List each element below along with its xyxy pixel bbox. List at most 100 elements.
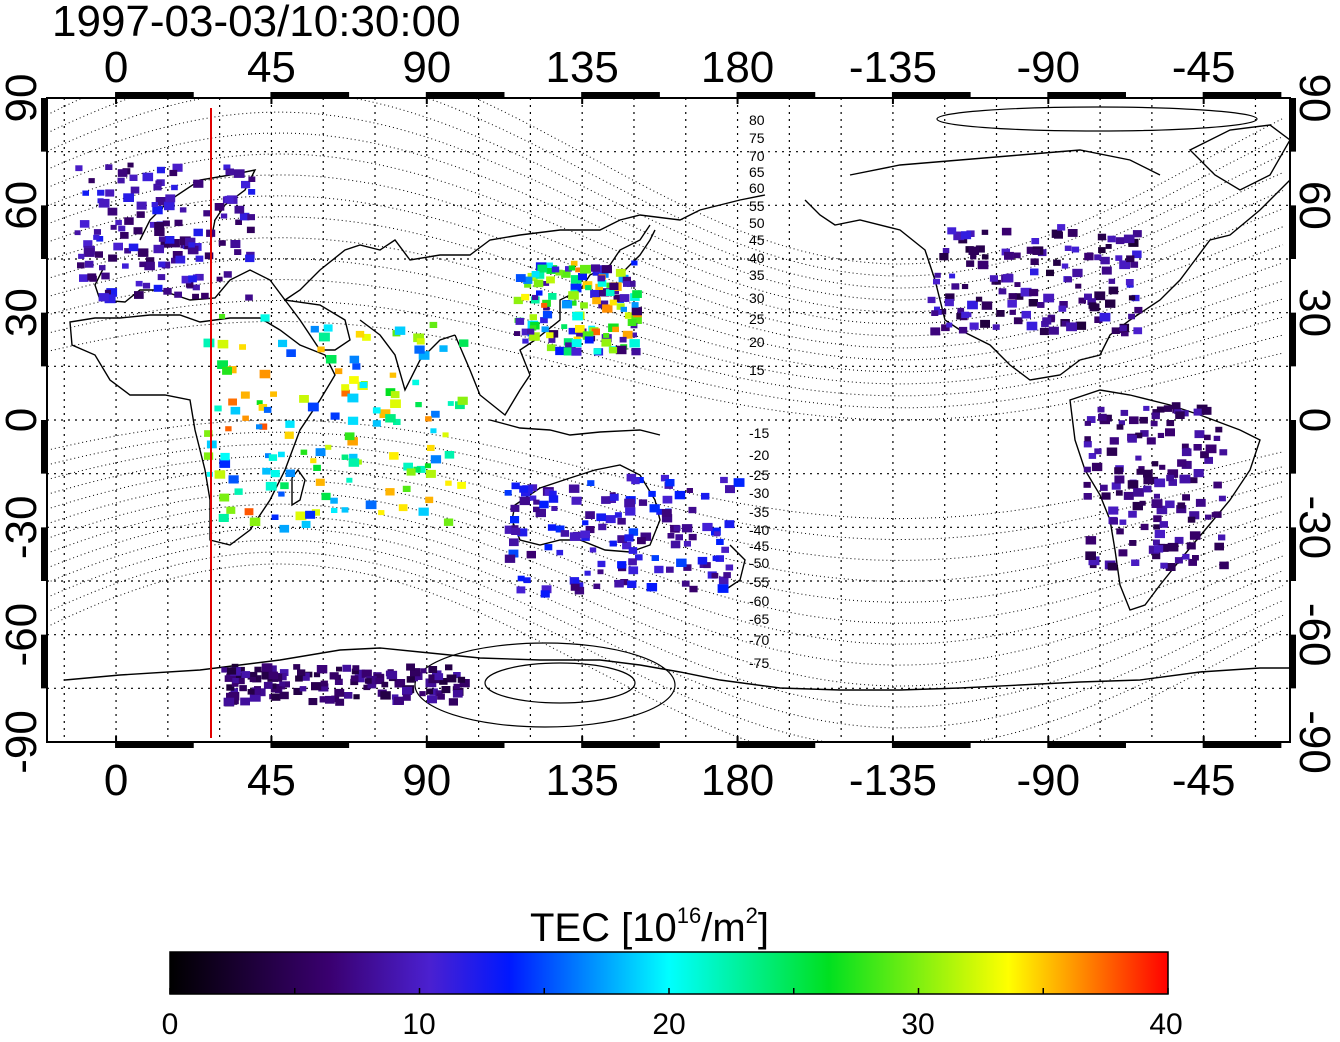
tec-pixel (385, 414, 396, 423)
tec-pixel (593, 583, 601, 589)
colorbar-title-exponent: 16 (676, 903, 702, 928)
tec-pixel (359, 381, 368, 389)
tec-pixel (317, 346, 325, 353)
tec-pixel (227, 667, 237, 675)
tec-pixel (1146, 437, 1156, 445)
tec-pixel (184, 243, 191, 250)
tec-pixel (218, 240, 226, 246)
tec-pixel (517, 575, 525, 582)
colorbar-title-unit-exponent: 2 (745, 903, 758, 928)
tec-pixel (441, 686, 451, 694)
tec-pixel (228, 475, 239, 484)
tec-pixel (1114, 467, 1124, 475)
coastline-arabia (283, 299, 351, 351)
tec-pixel (1157, 432, 1165, 438)
tec-pixel (1115, 490, 1123, 496)
tec-pixel (247, 689, 255, 695)
tec-pixel (361, 669, 372, 678)
tec-pixel (1192, 555, 1199, 561)
tec-pixel (648, 490, 656, 497)
tec-pixel (1156, 406, 1165, 413)
tec-pixel (124, 248, 131, 254)
lon-tick-label-top: 0 (104, 43, 128, 92)
tec-pixel (418, 351, 430, 360)
tec-pixel (346, 477, 353, 483)
tec-pixel (601, 496, 611, 504)
tec-pixel (1153, 524, 1160, 530)
tec-pixel (1084, 436, 1091, 442)
tec-pixel (1083, 466, 1091, 473)
contour-label: -25 (749, 467, 769, 483)
tec-pixel (1181, 410, 1189, 417)
tec-pixel (1114, 475, 1125, 484)
tec-pixel (654, 565, 664, 574)
tec-pixel (349, 355, 360, 364)
tec-pixel (410, 668, 421, 677)
tec-pixel (968, 246, 979, 255)
lon-tick-label-bottom: -45 (1172, 756, 1236, 805)
tec-pixel (164, 201, 175, 211)
tec-pixel (1204, 434, 1211, 441)
tec-pixel (1165, 563, 1176, 571)
tec-pixel (394, 679, 406, 688)
tec-pixel (1182, 553, 1190, 560)
tec-pixel (1181, 448, 1192, 457)
tec-pixel (430, 428, 437, 434)
tec-pixel (1015, 293, 1024, 300)
tec-pixel (380, 691, 391, 700)
tec-pixel (540, 590, 550, 598)
tec-pixel (546, 276, 555, 284)
tec-pixel (601, 334, 612, 343)
tec-pixel (88, 178, 95, 184)
contour-label: -20 (749, 447, 769, 463)
tec-pixel (227, 366, 237, 374)
magnetic-pole-contour-north (936, 106, 1258, 132)
tec-pixel (193, 228, 203, 237)
tec-pixel (1120, 409, 1129, 416)
tec-pixel (612, 326, 619, 333)
tec-pixel (341, 384, 350, 391)
tec-pixel (146, 257, 155, 264)
tec-pixel (323, 324, 333, 332)
tec-pixel (556, 549, 564, 556)
tec-pixel (712, 555, 720, 562)
tec-pixel (1158, 543, 1169, 552)
tec-pixel (442, 432, 449, 438)
tec-pixel (1200, 451, 1209, 459)
tec-pixel (620, 306, 627, 312)
tec-pixel (1154, 529, 1165, 539)
tec-pixel (660, 474, 669, 482)
tec-pixel (628, 558, 637, 566)
tec-pixel (285, 420, 295, 428)
tec-pixel (1084, 252, 1094, 261)
tec-pixel (1134, 306, 1143, 314)
lon-tick-label-top: 45 (247, 43, 296, 92)
tec-pixel (246, 226, 255, 234)
tec-pixel (97, 189, 105, 196)
tec-pixel (134, 291, 144, 299)
tec-pixel (299, 672, 310, 681)
tec-pixel (351, 668, 359, 675)
tec-pixel (521, 328, 531, 336)
tec-pixel (1152, 409, 1160, 416)
coastline-india (359, 319, 456, 392)
lon-tick-label-bottom: 180 (701, 756, 774, 805)
tec-pixel (313, 672, 321, 678)
tec-pixel (1128, 295, 1136, 301)
tec-pixel (721, 546, 729, 553)
tec-pixel (1118, 549, 1128, 557)
tec-pixel (535, 271, 545, 279)
tec-pixel (430, 455, 442, 464)
tec-pixel (137, 248, 149, 257)
tec-pixel (1154, 478, 1166, 488)
contour-label: 70 (749, 148, 765, 164)
tec-pixel (1013, 317, 1023, 325)
tec-pixel (93, 229, 101, 235)
tec-pixel (443, 518, 454, 526)
magnetic-pole-contour-south-outer (414, 642, 676, 728)
colorbar-title-unit: /m (701, 906, 746, 950)
tec-pixel (282, 681, 290, 688)
contour-label: 60 (749, 180, 765, 196)
tec-pixel (372, 407, 381, 414)
tec-pixel (231, 663, 239, 670)
